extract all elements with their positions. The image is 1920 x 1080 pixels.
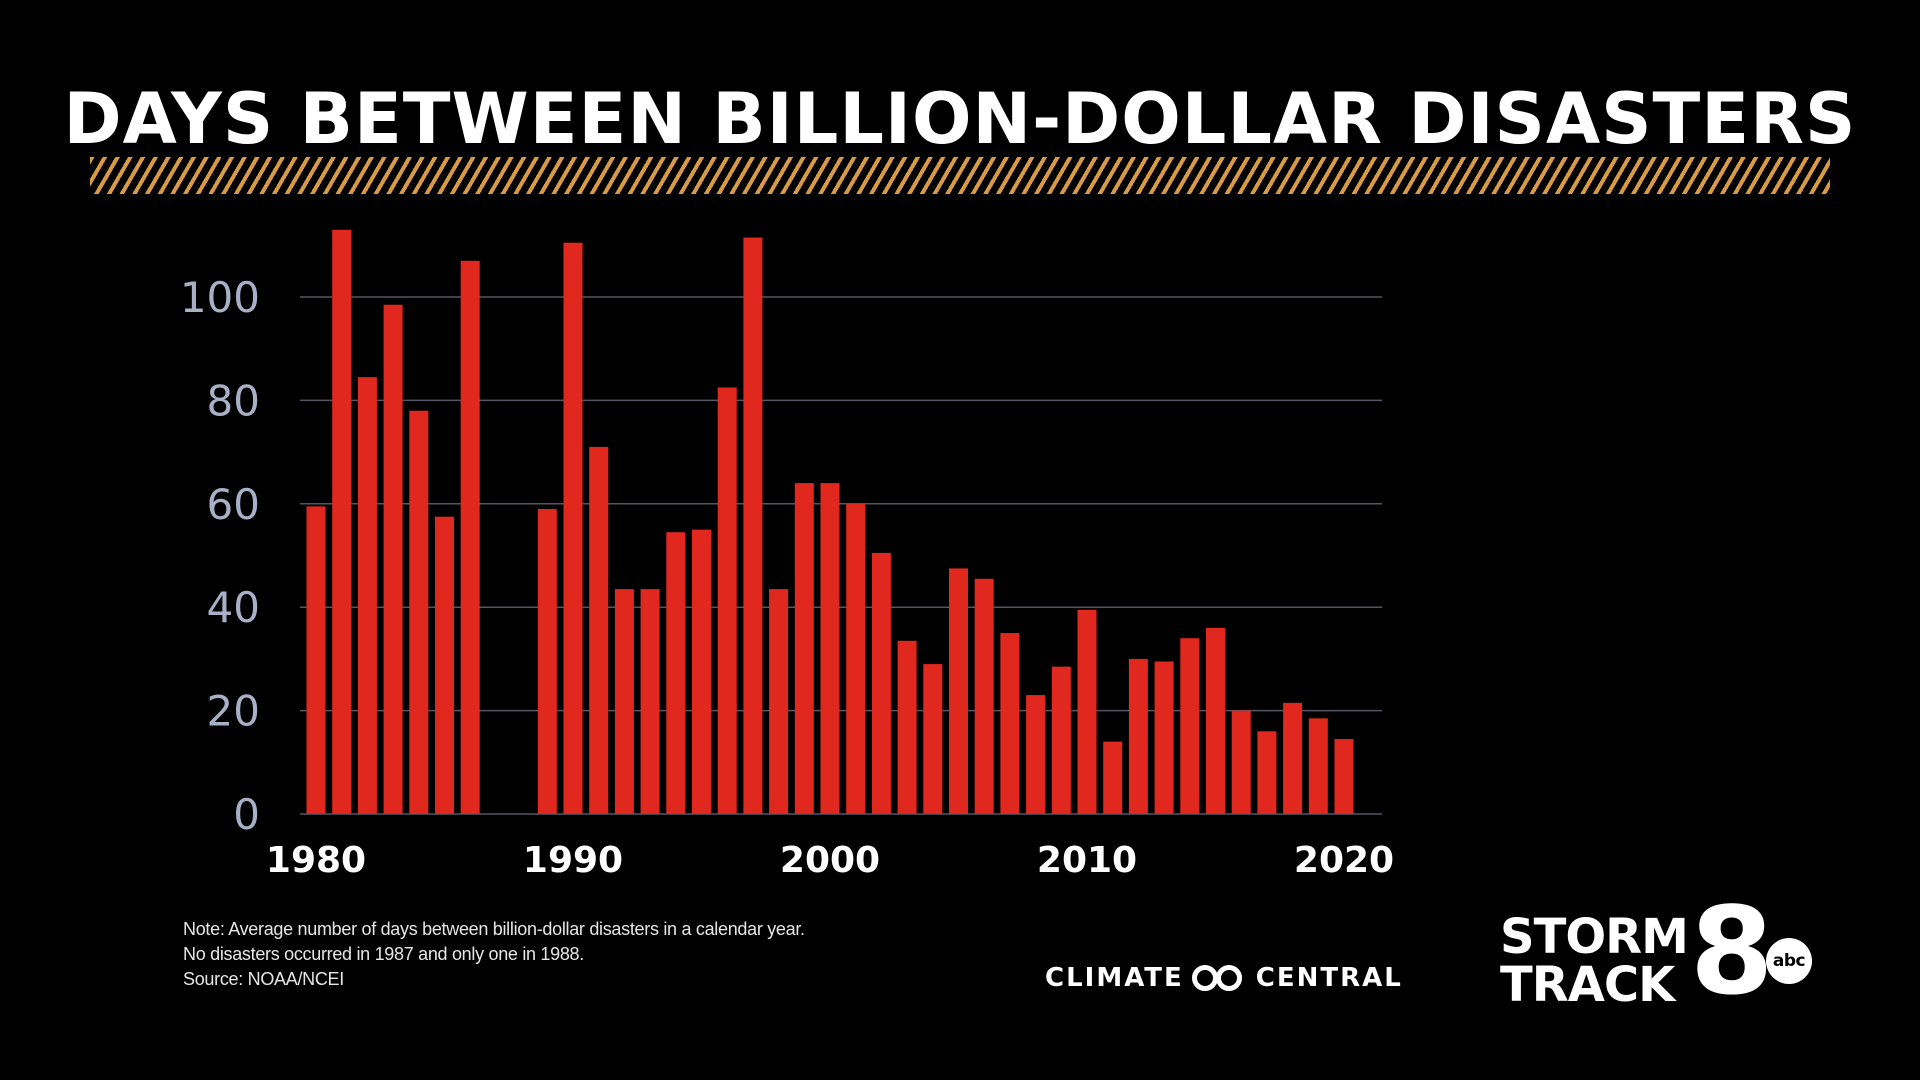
bar-1994: [666, 532, 686, 814]
bar-1992: [614, 589, 634, 814]
bar-1996: [717, 387, 737, 814]
bar-1998: [769, 589, 789, 814]
bar-2009: [1051, 666, 1071, 814]
interlocking-circles-icon: [1191, 963, 1248, 993]
climate-central-right-text: CENTRAL: [1255, 963, 1403, 993]
bar-2000: [820, 483, 840, 814]
bar-2012: [1128, 658, 1148, 814]
x-tick-2010: 2010: [1037, 840, 1137, 881]
bar-2006: [974, 578, 994, 814]
y-tick-60: 60: [207, 480, 260, 529]
x-tick-1990: 1990: [523, 840, 623, 881]
bar-2004: [923, 664, 943, 814]
note-line-2: No disasters occurred in 1987 and only o…: [183, 944, 584, 964]
station-word-storm: STORM: [1500, 909, 1689, 965]
bar-2011: [1103, 741, 1123, 814]
y-tick-100: 100: [180, 273, 260, 322]
bar-2014: [1180, 638, 1200, 814]
bar-2007: [1000, 633, 1020, 814]
bar-2002: [871, 552, 891, 814]
y-tick-40: 40: [207, 583, 260, 632]
bar-1985: [435, 516, 454, 814]
bar-2008: [1026, 695, 1046, 814]
y-tick-20: 20: [207, 687, 260, 736]
bar-2015: [1206, 627, 1225, 814]
bar-2001: [846, 503, 866, 814]
station-logo: STORM TRACK 8 abc: [1500, 893, 1820, 1015]
y-tick-80: 80: [207, 376, 260, 425]
bar-2020: [1334, 739, 1354, 814]
climate-central-logo: CLIMATE CENTRAL: [1045, 963, 1403, 993]
bar-1993: [640, 589, 660, 814]
chart-notes: Note: Average number of days between bil…: [183, 917, 805, 992]
y-axis-ticks: 0 20 40 60 80 100: [180, 273, 260, 839]
x-axis-ticks: 1980 1990 2000 2010 2020: [266, 840, 1394, 881]
bar-1989: [537, 508, 557, 814]
bars: [306, 229, 1354, 815]
source-line: Source: NOAA/NCEI: [183, 969, 344, 989]
bar-2016: [1231, 710, 1251, 814]
bar-1984: [409, 410, 429, 814]
bar-1999: [794, 483, 814, 814]
x-tick-2020: 2020: [1294, 840, 1394, 881]
y-tick-0: 0: [233, 790, 260, 839]
bar-chart: 0 20 40 60 80 100 1980 1990 2000 2010 2020: [180, 229, 1394, 881]
bar-1981: [332, 229, 352, 815]
bar-1986: [460, 260, 480, 814]
bar-1997: [743, 237, 763, 815]
bar-1991: [589, 446, 609, 814]
abc-network-icon: abc: [1766, 938, 1812, 984]
bar-2019: [1308, 718, 1328, 814]
chart-title: DAYS BETWEEN BILLION-DOLLAR DISASTERS: [63, 78, 1857, 160]
climate-central-left-text: CLIMATE: [1045, 963, 1184, 993]
bar-1990: [563, 242, 583, 815]
bar-2018: [1283, 702, 1303, 814]
bar-2017: [1257, 731, 1277, 814]
bar-1983: [383, 304, 403, 814]
bar-2005: [949, 568, 968, 814]
station-number: 8: [1690, 883, 1774, 1022]
x-tick-2000: 2000: [780, 840, 880, 881]
bar-2013: [1154, 661, 1174, 814]
station-word-track: TRACK: [1500, 957, 1675, 1013]
title-underline-stripe: [90, 157, 1830, 194]
note-line-1: Note: Average number of days between bil…: [183, 919, 805, 939]
bar-2003: [897, 640, 917, 814]
gridlines: [300, 296, 1382, 815]
x-tick-1980: 1980: [266, 840, 366, 881]
bar-1982: [357, 377, 377, 814]
bar-1980: [306, 506, 326, 814]
bar-1995: [692, 529, 711, 814]
bar-2010: [1077, 609, 1097, 814]
